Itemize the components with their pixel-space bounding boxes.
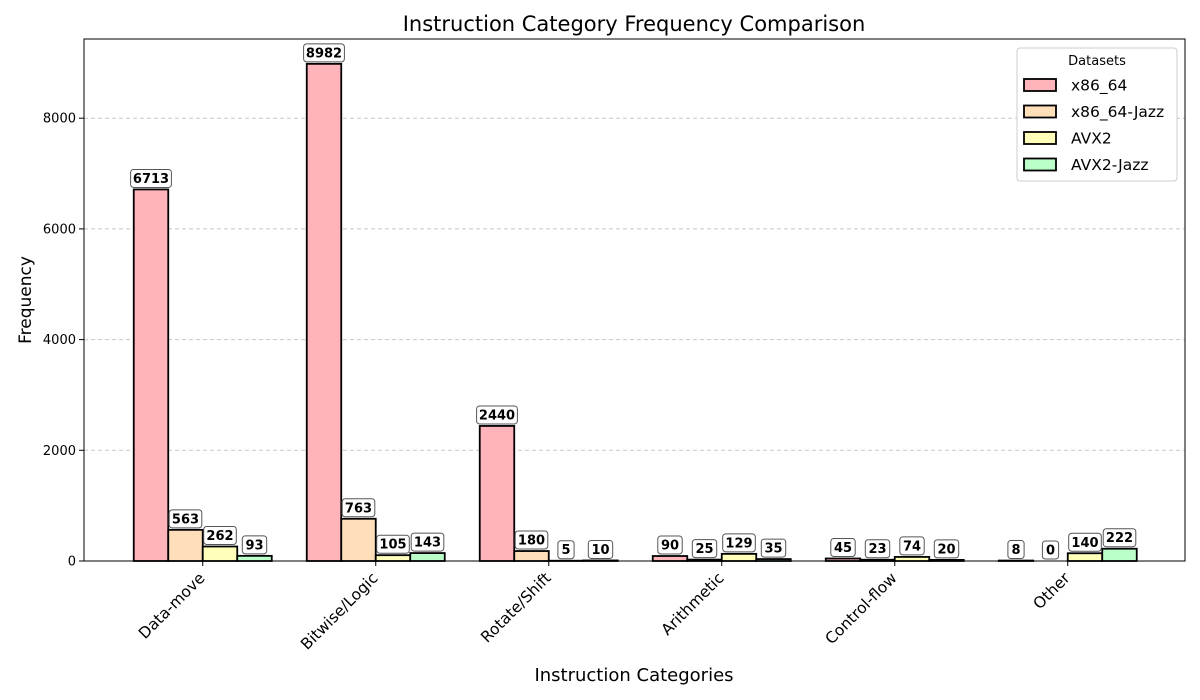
x-tick-label: Rotate/Shift (477, 569, 554, 646)
chart-title: Instruction Category Frequency Compariso… (403, 12, 866, 36)
legend-label: x86_64 (1071, 77, 1127, 96)
data-label-box (557, 540, 575, 560)
bar (720, 552, 758, 562)
data-label: 5 (561, 543, 570, 558)
bar (132, 188, 170, 562)
data-label-box (864, 539, 891, 559)
data-label: 74 (903, 539, 921, 554)
plot-frame (83, 38, 1186, 562)
x-tick-label: Arithmetic (658, 569, 728, 639)
bars (132, 62, 1138, 562)
data-label-box (760, 538, 787, 558)
data-label: 93 (245, 538, 263, 553)
data-label-box (168, 509, 203, 529)
data-label-box (476, 405, 518, 425)
legend: Datasets x86_64 x86_64-Jazz AVX2 AVX2-Jazz (1016, 47, 1178, 182)
x-axis-label: Instruction Categories (534, 665, 733, 686)
x-tick-label: Other (1030, 569, 1074, 613)
data-label: 0 (1046, 544, 1055, 559)
y-axis-ticks: 0 2000 4000 6000 8000 (43, 112, 84, 570)
data-label-box (1068, 532, 1102, 552)
data-label: 180 (518, 534, 545, 549)
data-label: 8 (1011, 543, 1020, 558)
data-label: 262 (206, 529, 233, 544)
data-label-box (1007, 540, 1025, 560)
y-tick-label: 6000 (43, 222, 76, 237)
y-tick-label: 8000 (43, 112, 76, 127)
data-labels: 6713 563 262 93 8982 763 105 143 2440 180 5 10 90 25 1… (130, 43, 1137, 560)
legend-swatch (1023, 157, 1057, 172)
legend-box (1016, 47, 1178, 182)
bar (236, 554, 273, 562)
data-label: 45 (834, 541, 852, 556)
data-label-box (514, 530, 549, 550)
data-label-box (1041, 540, 1060, 560)
data-label: 8982 (306, 46, 342, 61)
data-label: 35 (764, 542, 782, 557)
legend-label: AVX2-Jazz (1071, 156, 1149, 174)
bar (201, 545, 239, 562)
data-label: 6713 (133, 172, 169, 187)
data-label: 563 (172, 512, 199, 527)
x-tick-label: Control-flow (822, 569, 901, 648)
bar (340, 517, 377, 562)
data-label-box (830, 538, 856, 558)
data-label: 25 (695, 542, 713, 557)
x-tick-label: Data-move (135, 569, 208, 642)
data-label-box (657, 535, 683, 555)
data-label-box (303, 43, 345, 63)
data-label-box (410, 532, 445, 552)
data-label: 763 (345, 501, 372, 516)
data-label: 20 (937, 542, 955, 557)
x-axis-ticks: Data-move Bitwise/Logic Rotate/Shift Arithm… (135, 561, 1074, 654)
grid-lines (84, 117, 1185, 451)
bar (651, 555, 689, 562)
data-label-box (691, 539, 718, 559)
data-label-box (933, 539, 960, 559)
legend-label: AVX2 (1071, 130, 1112, 148)
legend-items: x86_64 x86_64-Jazz AVX2 AVX2-Jazz (1023, 77, 1164, 174)
data-label-box (203, 525, 237, 545)
data-label-box (376, 534, 410, 554)
bar (305, 62, 343, 562)
legend-title: Datasets (1068, 54, 1126, 69)
bar (1066, 552, 1104, 562)
data-label: 143 (414, 536, 441, 551)
legend-swatch (1023, 78, 1057, 92)
data-label-box (899, 536, 925, 556)
data-label: 140 (1071, 536, 1098, 551)
y-tick-label: 2000 (43, 444, 76, 459)
legend-label: x86_64-Jazz (1071, 103, 1164, 122)
data-label-box (1102, 528, 1137, 548)
legend-swatch (1023, 131, 1057, 145)
bar (478, 425, 516, 562)
y-tick-label: 4000 (43, 333, 76, 348)
y-axis-label: Frequency (16, 256, 36, 344)
data-label: 222 (1106, 531, 1133, 546)
bar (893, 556, 931, 562)
bar (167, 528, 204, 562)
data-label: 105 (379, 538, 406, 553)
data-label-box (587, 539, 614, 559)
bar (374, 554, 412, 562)
data-label-box (130, 168, 172, 188)
data-label-box (341, 498, 376, 518)
x-tick-label: Bitwise/Logic (297, 569, 381, 653)
data-label: 23 (868, 542, 886, 557)
bar (409, 552, 446, 562)
data-label: 90 (661, 539, 679, 554)
bar (1101, 547, 1138, 562)
data-label-box (722, 533, 756, 553)
bar (513, 550, 550, 562)
legend-swatch (1023, 104, 1057, 119)
y-tick-label: 0 (68, 555, 76, 570)
data-label: 129 (725, 536, 752, 551)
data-label-box (241, 535, 268, 555)
data-label: 10 (591, 543, 609, 558)
data-label: 2440 (479, 408, 515, 423)
